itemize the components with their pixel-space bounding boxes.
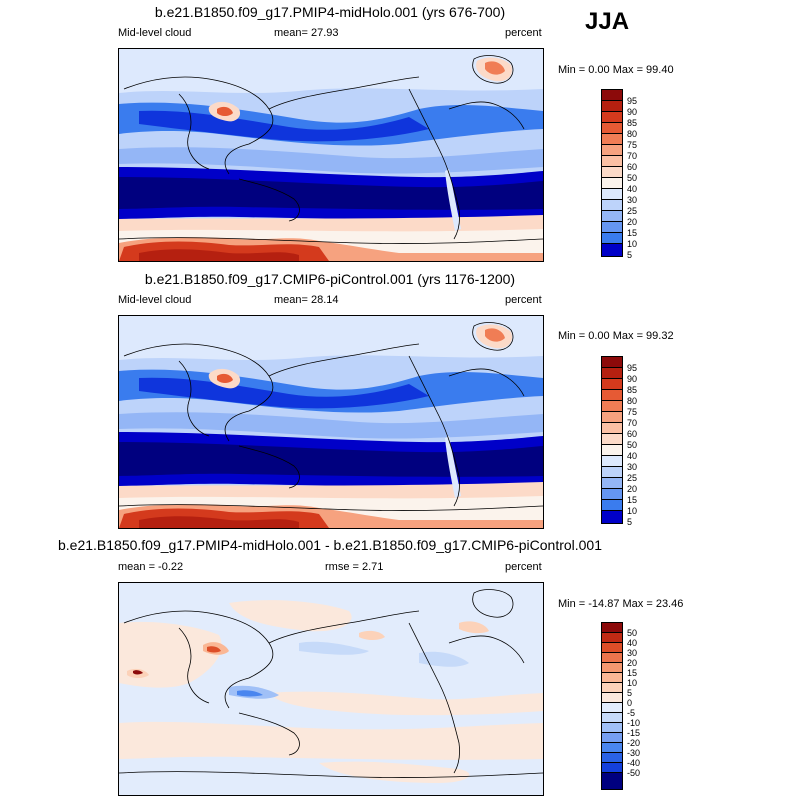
mean-label: mean= 27.93 [274, 27, 339, 39]
colorbar-tick-label: 70 [627, 418, 638, 428]
colorbar-tick-label: 95 [627, 96, 638, 106]
colorbar-tick-label: 85 [627, 118, 638, 128]
colorbar-tick-label: 20 [627, 484, 638, 494]
colorbar-tick-label: 80 [627, 396, 638, 406]
colorbar-tick-label: 5 [627, 250, 633, 260]
panel-title: b.e21.B1850.f09_g17.CMIP6-piControl.001 … [144, 271, 516, 287]
colorbar [601, 622, 623, 790]
units-label: percent [505, 27, 542, 39]
colorbar-tick-label: -50 [627, 768, 641, 778]
colorbar-tick-label: -10 [627, 718, 641, 728]
min-max-label: Min = 0.00 Max = 99.32 [558, 330, 674, 342]
min-max-label: Min = -14.87 Max = 23.46 [558, 598, 684, 610]
colorbar-tick-label: 20 [627, 217, 638, 227]
colorbar-tick-label: -15 [627, 728, 641, 738]
colorbar-tick-label: 80 [627, 129, 638, 139]
colorbar-tick-label: 25 [627, 473, 638, 483]
colorbar-tick-label: 5 [627, 688, 633, 698]
colorbar-tick-label: -30 [627, 748, 641, 758]
colorbar-tick-label: 60 [627, 429, 638, 439]
rmse-label: rmse = 2.71 [325, 561, 384, 573]
colorbar-tick-label: 50 [627, 440, 638, 450]
colorbar-tick-label: 85 [627, 385, 638, 395]
colorbar-tick-label: 60 [627, 162, 638, 172]
mean-label: mean= 28.14 [274, 294, 339, 306]
cloud-map [118, 48, 544, 262]
colorbar-tick-label: -40 [627, 758, 641, 768]
colorbar-tick-label: 15 [627, 495, 638, 505]
colorbar-tick-label: 15 [627, 668, 638, 678]
units-label: percent [505, 561, 542, 573]
colorbar-tick-label: 30 [627, 195, 638, 205]
colorbar-tick-label: 30 [627, 462, 638, 472]
colorbar-tick-label: 10 [627, 678, 638, 688]
mean-label: mean = -0.22 [118, 561, 184, 573]
colorbar-tick-label: 40 [627, 638, 638, 648]
colorbar-tick-label: 75 [627, 140, 638, 150]
colorbar-tick-label: 15 [627, 228, 638, 238]
colorbar-tick-label: 5 [627, 517, 633, 527]
min-max-label: Min = 0.00 Max = 99.40 [558, 64, 674, 76]
colorbar-tick-label: 75 [627, 407, 638, 417]
colorbar-tick-label: 90 [627, 374, 638, 384]
variable-label: Mid-level cloud [118, 27, 192, 39]
colorbar-tick-label: 90 [627, 107, 638, 117]
colorbar [601, 356, 623, 524]
colorbar-tick-label: 10 [627, 506, 638, 516]
colorbar-tick-label: 50 [627, 173, 638, 183]
colorbar-tick-label: 20 [627, 658, 638, 668]
colorbar-tick-label: 0 [627, 698, 633, 708]
colorbar-tick-label: 95 [627, 363, 638, 373]
colorbar-tick-label: 25 [627, 206, 638, 216]
colorbar-tick-label: 70 [627, 151, 638, 161]
season-label: JJA [585, 8, 630, 35]
colorbar-tick-label: -20 [627, 738, 641, 748]
units-label: percent [505, 294, 542, 306]
panel-title: b.e21.B1850.f09_g17.PMIP4-midHolo.001 - … [57, 537, 603, 553]
colorbar-tick-label: 30 [627, 648, 638, 658]
colorbar [601, 89, 623, 257]
cloud-map [118, 315, 544, 529]
colorbar-tick-label: -5 [627, 708, 636, 718]
colorbar-tick-label: 50 [627, 628, 638, 638]
colorbar-tick-label: 40 [627, 451, 638, 461]
difference-map [118, 582, 544, 796]
panel-title: b.e21.B1850.f09_g17.PMIP4-midHolo.001 (y… [154, 4, 506, 20]
colorbar-tick-label: 40 [627, 184, 638, 194]
variable-label: Mid-level cloud [118, 294, 192, 306]
colorbar-tick-label: 10 [627, 239, 638, 249]
